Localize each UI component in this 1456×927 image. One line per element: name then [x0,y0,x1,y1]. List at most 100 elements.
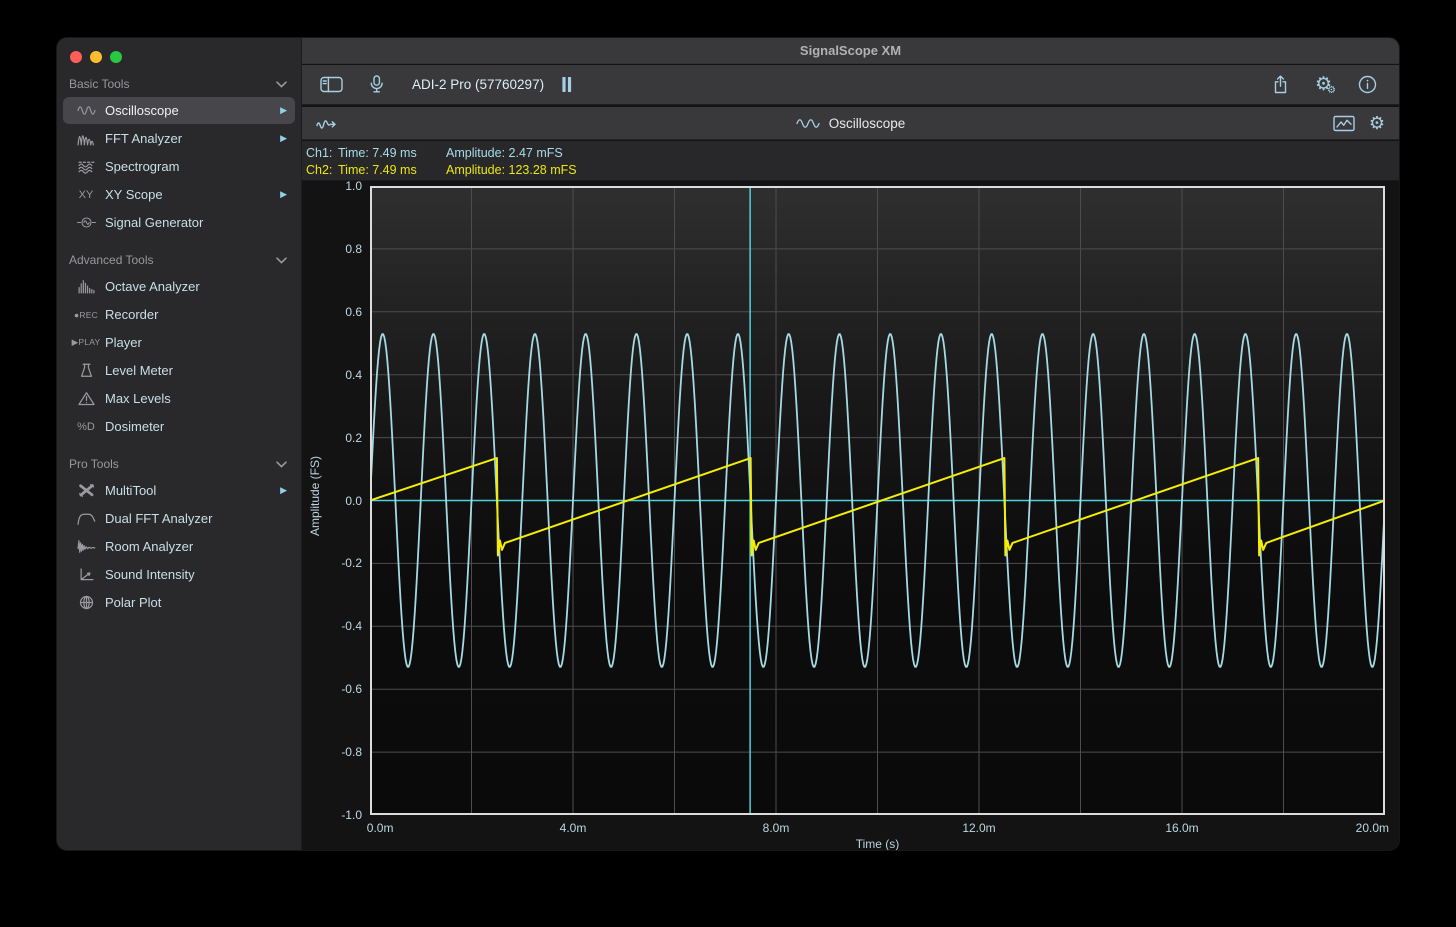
ch1-label: Ch1: [306,146,338,160]
sidebar-item-label: Sound Intensity [105,567,287,582]
y-tick-label: -0.6 [304,682,362,696]
sidebar-item-signal-generator[interactable]: Signal Generator [63,209,295,236]
scope-title: Oscilloscope [829,116,906,131]
window-title: SignalScope XM [800,43,901,58]
sidebar-item-player[interactable]: ▶PLAYPlayer [63,329,295,356]
ch2-label: Ch2: [306,163,338,177]
ch1-readout: Ch1: Time: 7.49 ms Amplitude: 2.47 mFS [306,144,1399,161]
sidebar-item-octave-analyzer[interactable]: Octave Analyzer [63,273,295,300]
y-tick-label: 1.0 [304,179,362,193]
x-tick-label: 4.0m [560,821,587,835]
sidebar-item-label: Room Analyzer [105,539,287,554]
info-icon[interactable] [1358,75,1377,94]
x-tick-label: 8.0m [763,821,790,835]
sidebar-item-recorder[interactable]: ●RECRecorder [63,301,295,328]
spectrogram-icon [67,159,105,174]
sidebar-item-label: Polar Plot [105,595,287,610]
section-label: Basic Tools [69,77,129,91]
section-label: Pro Tools [69,457,119,471]
y-tick-label: 0.6 [304,305,362,319]
minimize-window-button[interactable] [90,51,102,63]
warning-triangle-icon [67,391,105,406]
section-header-basic-tools[interactable]: Basic Tools [63,72,295,96]
sidebar-item-sound-intensity[interactable]: Sound Intensity [63,561,295,588]
sine-wave-icon [796,117,820,130]
dosimeter-icon: %D [67,421,105,433]
sidebar-item-fft-analyzer[interactable]: FFT Analyzer▶ [63,125,295,152]
y-tick-label: -1.0 [304,808,362,822]
y-tick-label: -0.8 [304,745,362,759]
sidebar-item-label: Player [105,335,287,350]
ch2-amplitude: Amplitude: 123.28 mFS [446,163,577,177]
ch1-time: Time: 7.49 ms [338,146,446,160]
sidebar-item-level-meter[interactable]: Level Meter [63,357,295,384]
disclosure-arrow-icon[interactable]: ▶ [280,485,287,496]
plot-region: Amplitude (FS) 1.00.80.60.40.20.0-0.2-0.… [302,181,1399,850]
titlebar[interactable]: SignalScope XM [302,38,1399,64]
sidebar-item-oscilloscope[interactable]: Oscilloscope▶ [63,97,295,124]
sidebar-item-max-levels[interactable]: Max Levels [63,385,295,412]
scope-title-group: Oscilloscope [302,116,1399,131]
share-icon[interactable] [1272,75,1289,94]
window-controls [70,45,122,69]
signal-generator-icon [67,215,105,230]
sidebar-item-spectrogram[interactable]: Spectrogram [63,153,295,180]
signal-input-icon[interactable] [316,116,339,131]
pause-icon[interactable] [560,77,573,92]
microphone-icon[interactable] [369,75,384,94]
sidebar-item-dosimeter[interactable]: %DDosimeter [63,413,295,440]
play-icon: ▶PLAY [67,337,105,348]
room-analyzer-icon [67,539,105,554]
fft-peaks-icon [67,131,105,146]
sine-wave-icon [67,103,105,118]
chart-box-icon[interactable] [1333,115,1355,132]
disclosure-arrow-icon[interactable]: ▶ [280,133,287,144]
multitool-icon [67,483,105,498]
tool-list: Basic ToolsOscilloscope▶FFT Analyzer▶Spe… [57,68,301,621]
x-tick-label: 0.0m [367,821,394,835]
octave-bars-icon [67,279,105,294]
gear-icon[interactable]: ⚙ [1369,114,1385,132]
sidebar-item-label: XY Scope [105,187,280,202]
sidebar-item-label: Recorder [105,307,287,322]
rec-icon: ●REC [67,310,105,320]
disclosure-arrow-icon[interactable]: ▶ [280,105,287,116]
chevron-down-icon [276,257,287,264]
chevron-down-icon [276,81,287,88]
level-meter-icon [67,363,105,378]
sidebar-item-label: Dual FFT Analyzer [105,511,287,526]
settings-gears-icon[interactable]: ⚙⚙ [1315,75,1332,94]
main-area: SignalScope XM ADI-2 Pro (57760297) ⚙⚙ [302,38,1399,850]
sidebar-item-label: Level Meter [105,363,287,378]
section-header-advanced-tools[interactable]: Advanced Tools [63,248,295,272]
sidebar-item-xy-scope[interactable]: XYXY Scope▶ [63,181,295,208]
sidebar-item-multitool[interactable]: MultiTool▶ [63,477,295,504]
y-tick-label: 0.4 [304,368,362,382]
x-tick-label: 16.0m [1165,821,1198,835]
sidebar-item-dual-fft-analyzer[interactable]: Dual FFT Analyzer [63,505,295,532]
sound-intensity-icon [67,567,105,582]
y-tick-label: -0.2 [304,556,362,570]
close-window-button[interactable] [70,51,82,63]
polar-plot-icon [67,595,105,610]
zoom-window-button[interactable] [110,51,122,63]
sidebar-item-label: FFT Analyzer [105,131,280,146]
sidebar-item-label: Oscilloscope [105,103,280,118]
device-label[interactable]: ADI-2 Pro (57760297) [412,77,544,92]
app-window: Basic ToolsOscilloscope▶FFT Analyzer▶Spe… [57,38,1399,850]
sidebar-item-label: Dosimeter [105,419,287,434]
xy-icon: XY [67,189,105,201]
section-header-pro-tools[interactable]: Pro Tools [63,452,295,476]
x-tick-label: 12.0m [962,821,995,835]
sidebar-item-room-analyzer[interactable]: Room Analyzer [63,533,295,560]
channel-readout-bar: Ch1: Time: 7.49 ms Amplitude: 2.47 mFS C… [302,141,1399,181]
y-tick-label: 0.2 [304,431,362,445]
disclosure-arrow-icon[interactable]: ▶ [280,189,287,200]
oscilloscope-plot[interactable] [370,186,1385,815]
ch1-amplitude: Amplitude: 2.47 mFS [446,146,563,160]
y-tick-label: 0.8 [304,242,362,256]
ch2-time: Time: 7.49 ms [338,163,446,177]
sidebar-toggle-icon[interactable] [320,76,343,93]
sidebar-item-polar-plot[interactable]: Polar Plot [63,589,295,616]
chevron-down-icon [276,461,287,468]
